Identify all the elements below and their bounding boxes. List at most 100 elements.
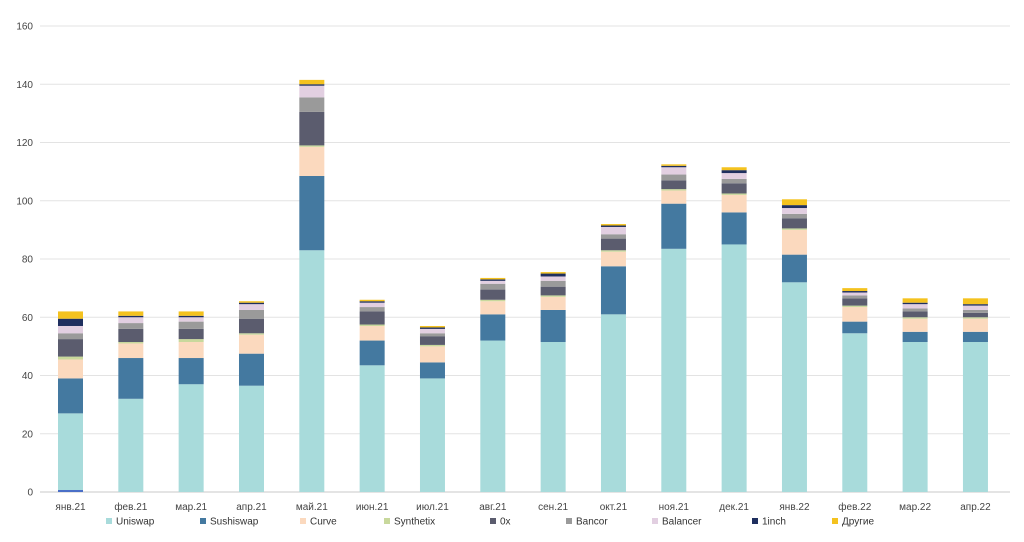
bar-stack bbox=[58, 311, 83, 492]
bar-segment bbox=[540, 296, 566, 310]
bar-stack bbox=[299, 79, 325, 492]
bar-segment bbox=[962, 342, 988, 492]
bar-segment bbox=[299, 85, 325, 98]
bar-stack bbox=[118, 311, 144, 492]
bar-segment bbox=[902, 317, 928, 319]
y-tick-label: 120 bbox=[16, 138, 33, 149]
bar-segment bbox=[721, 173, 747, 179]
bar-segment bbox=[359, 311, 385, 325]
bar-segment bbox=[600, 251, 626, 267]
bar-segment bbox=[118, 317, 144, 324]
bar-segment bbox=[58, 339, 83, 357]
bar-segment bbox=[178, 339, 204, 343]
bar-segment bbox=[600, 234, 626, 239]
bar-segment bbox=[359, 365, 385, 492]
legend-label: Balancer bbox=[662, 517, 702, 528]
y-tick-label: 60 bbox=[22, 313, 34, 324]
bar-segment bbox=[118, 315, 144, 318]
bar-segment bbox=[842, 288, 868, 292]
bar-stack bbox=[721, 167, 747, 492]
bar-segment bbox=[238, 353, 264, 386]
bar-segment bbox=[118, 358, 144, 399]
y-tick-label: 20 bbox=[22, 429, 34, 440]
bar-segment bbox=[842, 333, 868, 492]
y-tick-label: 0 bbox=[27, 488, 33, 499]
bar-segment bbox=[359, 340, 385, 366]
bar-segment bbox=[299, 146, 325, 176]
bar-segment bbox=[600, 225, 626, 227]
bar-segment bbox=[480, 301, 506, 315]
bar-segment bbox=[178, 315, 204, 318]
bar-segment bbox=[781, 205, 807, 209]
bar-segment bbox=[359, 325, 385, 341]
bar-segment bbox=[781, 213, 807, 219]
bar-segment bbox=[661, 167, 687, 175]
legend-label: Synthetix bbox=[394, 517, 435, 528]
bar-stack bbox=[661, 164, 687, 492]
bar-stack bbox=[902, 298, 928, 492]
bar-segment bbox=[600, 226, 626, 235]
bar-segment bbox=[299, 97, 325, 112]
bar-segment bbox=[962, 309, 988, 313]
bar-segment bbox=[58, 356, 83, 360]
bar-segment bbox=[299, 79, 325, 85]
bar-segment bbox=[902, 302, 928, 305]
bar-stack bbox=[359, 299, 385, 492]
bar-segment bbox=[238, 333, 264, 335]
bar-segment bbox=[721, 183, 747, 194]
legend-label: Curve bbox=[310, 517, 337, 528]
bar-segment bbox=[962, 331, 988, 343]
legend-swatch bbox=[300, 518, 306, 524]
bar-segment bbox=[540, 342, 566, 492]
bar-stack bbox=[781, 199, 807, 492]
bar-segment bbox=[58, 325, 83, 334]
bar-segment bbox=[842, 321, 868, 334]
bar-segment bbox=[480, 314, 506, 341]
bar-segment bbox=[238, 318, 264, 334]
bar-segment bbox=[781, 208, 807, 214]
bar-segment bbox=[359, 301, 385, 303]
bar-stack bbox=[419, 325, 445, 492]
bar-segment bbox=[962, 312, 988, 318]
legend-label: Другие bbox=[842, 517, 874, 528]
bar-segment bbox=[419, 378, 445, 492]
x-tick-label: июл.21 bbox=[416, 502, 449, 513]
bar-segment bbox=[58, 359, 83, 379]
bar-segment bbox=[721, 194, 747, 213]
bar-segment bbox=[540, 280, 566, 287]
y-tick-label: 100 bbox=[16, 196, 33, 207]
x-tick-label: фев.22 bbox=[838, 501, 871, 513]
bar-segment bbox=[842, 307, 868, 322]
bar-segment bbox=[540, 295, 566, 297]
x-tick-label: апр.22 bbox=[960, 502, 991, 513]
bar-segment bbox=[480, 279, 506, 281]
bar-segment bbox=[721, 212, 747, 245]
bar-segment bbox=[118, 311, 144, 316]
bar-segment bbox=[721, 167, 747, 171]
x-tick-label: авг.21 bbox=[479, 502, 507, 513]
bar-segment bbox=[781, 229, 807, 255]
x-tick-label: сен.21 bbox=[538, 502, 568, 513]
bar-segment bbox=[238, 302, 264, 305]
bar-segment bbox=[118, 398, 144, 492]
bar-segment bbox=[721, 193, 747, 195]
legend-swatch bbox=[106, 518, 112, 524]
bar-segment bbox=[540, 276, 566, 281]
legend-swatch bbox=[384, 518, 390, 524]
bar-segment bbox=[540, 272, 566, 274]
bar-segment bbox=[359, 302, 385, 308]
legend-label: Bancor bbox=[576, 517, 608, 528]
bar-segment bbox=[178, 384, 204, 492]
bar-segment bbox=[902, 304, 928, 309]
legend-swatch bbox=[832, 518, 838, 524]
bar-segment bbox=[661, 165, 687, 168]
bar-segment bbox=[419, 362, 445, 379]
bar-segment bbox=[480, 280, 506, 284]
bar-segment bbox=[661, 174, 687, 181]
bar-segment bbox=[902, 308, 928, 312]
legend-swatch bbox=[652, 518, 658, 524]
y-tick-label: 40 bbox=[22, 371, 34, 382]
bar-segment bbox=[781, 254, 807, 283]
x-tick-label: окт.21 bbox=[600, 502, 628, 513]
